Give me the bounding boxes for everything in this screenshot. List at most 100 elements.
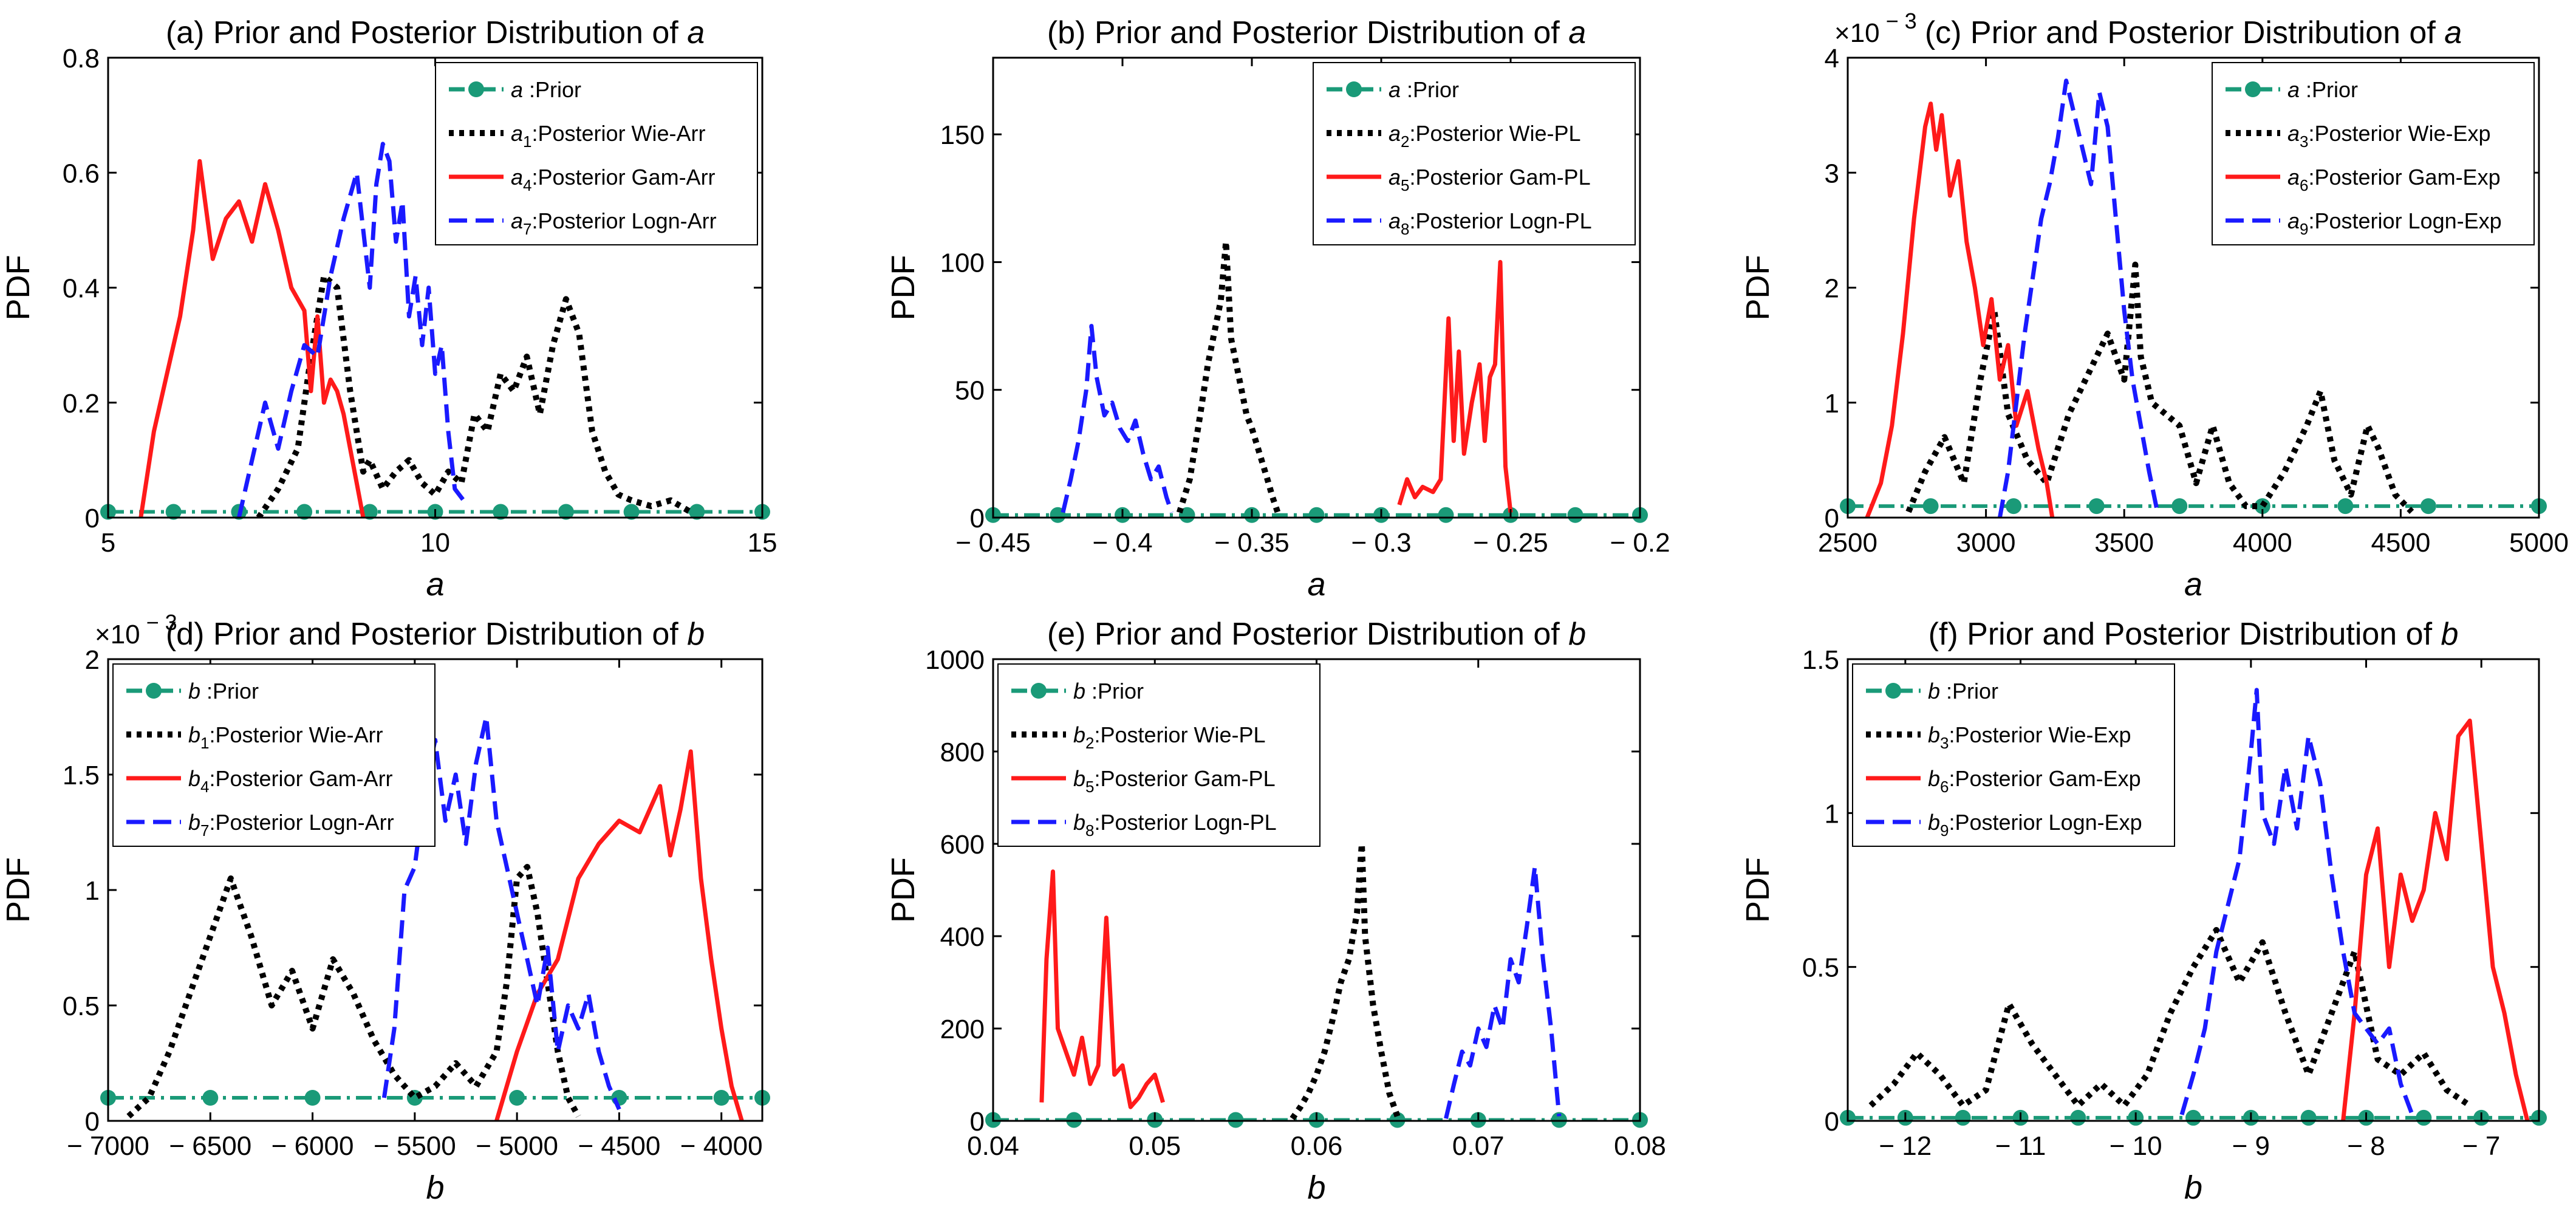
legend-subscript: 2: [1401, 132, 1409, 151]
legend-symbol: a: [1389, 165, 1401, 190]
prior-marker: [1438, 507, 1454, 523]
y-tick-label: 1.5: [63, 761, 100, 790]
legend-entry: a :Prior: [511, 77, 581, 102]
x-tick-label: 5: [101, 528, 115, 558]
y-tick-label: 0: [1825, 1107, 1839, 1137]
exponent-power: − 3: [140, 610, 177, 635]
legend-subscript: 1: [200, 734, 209, 752]
legend-symbol: a: [511, 208, 523, 233]
panel-title-text: (d) Prior and Posterior Distribution of: [166, 617, 687, 652]
legend-label: :Posterior Gam-Arr: [532, 165, 716, 190]
y-tick-label: 3: [1825, 159, 1839, 188]
x-tick-label: − 7000: [67, 1131, 149, 1161]
x-tick-label: 3500: [2094, 528, 2154, 558]
legend-entry: a3:Posterior Wie-Exp: [2287, 121, 2491, 151]
legend-entry: b3:Posterior Wie-Exp: [1928, 722, 2131, 752]
legend-label: :Posterior Logn-PL: [1095, 810, 1277, 835]
series-line-b3: [1868, 926, 2472, 1109]
legend-label: :Posterior Wie-Arr: [532, 121, 706, 146]
series-line-a2: [1176, 238, 1281, 514]
legend-symbol: b: [188, 766, 200, 791]
panel-title-symbol: a: [1568, 15, 1586, 50]
axis-exponent: ×10 − 3: [1834, 9, 1917, 48]
x-tick-label: 4000: [2233, 528, 2292, 558]
x-tick-label: − 0.3: [1351, 528, 1411, 558]
legend-entry: a :Prior: [2287, 77, 2358, 102]
legend-symbol: b: [1073, 722, 1085, 747]
legend-subscript: 8: [1085, 821, 1094, 840]
y-tick-label: 0.4: [63, 274, 100, 304]
legend-entry: b :Prior: [1928, 679, 1998, 704]
legend-symbol: a: [511, 121, 523, 146]
series-line-b4: [494, 749, 744, 1121]
legend-marker: [1031, 683, 1047, 699]
prior-marker: [1567, 507, 1584, 523]
prior-marker: [2088, 498, 2105, 515]
legend-subscript: 7: [523, 220, 531, 238]
legend-label: :Posterior Gam-Exp: [1949, 766, 2141, 791]
legend-subscript: 4: [200, 778, 209, 796]
legend-marker: [2245, 81, 2261, 97]
legend-entry: a8:Posterior Logn-PL: [1389, 208, 1592, 238]
axes-frame: [1847, 658, 2540, 1122]
legend-label: :Prior: [1085, 679, 1144, 704]
legend-symbol: b: [1928, 810, 1940, 835]
x-tick-label: 0.04: [967, 1131, 1019, 1161]
series-line-b5: [1039, 869, 1165, 1109]
y-axis-label: PDF: [0, 255, 36, 321]
legend-subscript: 7: [200, 821, 209, 840]
y-tick-label: 600: [940, 830, 985, 860]
legend-subscript: 9: [2300, 220, 2308, 238]
panel-a: (a) Prior and Posterior Distribution of …: [0, 15, 777, 603]
prior-marker: [2300, 1109, 2317, 1126]
panel-title-text: (f) Prior and Posterior Distribution of: [1929, 617, 2441, 652]
series-line-b8: [1444, 864, 1562, 1119]
panel-e: (e) Prior and Posterior Distribution of …: [885, 617, 1666, 1206]
legend-symbol: b: [1073, 679, 1085, 704]
legend-symbol: b: [188, 810, 200, 835]
y-tick-label: 0.5: [63, 991, 100, 1021]
y-tick-label: 0.6: [63, 159, 100, 188]
series-line-a5: [1397, 259, 1513, 513]
legend-label: :Posterior Wie-Arr: [210, 722, 383, 747]
legend-label: :Prior: [1401, 77, 1459, 102]
legend-subscript: 3: [1940, 734, 1949, 752]
prior-marker: [2171, 498, 2188, 515]
y-axis-label: PDF: [0, 857, 36, 923]
legend-entry: a7:Posterior Logn-Arr: [511, 208, 717, 238]
legend-label: :Posterior Wie-PL: [1095, 722, 1266, 747]
legend-marker: [1885, 683, 1901, 699]
x-axis-label: b: [426, 1169, 444, 1206]
legend-marker: [468, 81, 484, 97]
prior-marker: [558, 504, 574, 520]
legend-subscript: 5: [1085, 778, 1094, 796]
y-tick-label: 1: [1825, 799, 1839, 829]
legend-entry: b :Prior: [188, 679, 259, 704]
x-tick-label: − 5500: [374, 1131, 456, 1161]
y-tick-label: 2: [1825, 274, 1839, 304]
prior-marker: [165, 504, 182, 520]
legend-entry: a2:Posterior Wie-PL: [1389, 121, 1581, 151]
y-axis-label: PDF: [1740, 857, 1776, 923]
legend-label: :Posterior Gam-Arr: [210, 766, 393, 791]
legend-subscript: 2: [1085, 734, 1094, 752]
x-tick-label: − 6000: [272, 1131, 354, 1161]
prior-marker: [713, 1090, 729, 1106]
legend-label: :Posterior Gam-PL: [1410, 165, 1591, 190]
series-line-a6: [1865, 101, 2055, 518]
y-tick-label: 50: [955, 376, 985, 406]
x-axis-label: b: [1307, 1169, 1325, 1206]
y-tick-label: 1000: [925, 645, 985, 675]
prior-marker: [493, 504, 509, 520]
x-axis-label: a: [2184, 566, 2202, 603]
panel-c: (c) Prior and Posterior Distribution of …: [1740, 9, 2569, 603]
y-tick-label: 0: [970, 1107, 985, 1137]
legend-symbol: a: [1389, 121, 1401, 146]
y-tick-label: 1: [85, 876, 100, 906]
series-line-a4: [138, 159, 366, 518]
x-tick-label: 0.08: [1614, 1131, 1666, 1161]
